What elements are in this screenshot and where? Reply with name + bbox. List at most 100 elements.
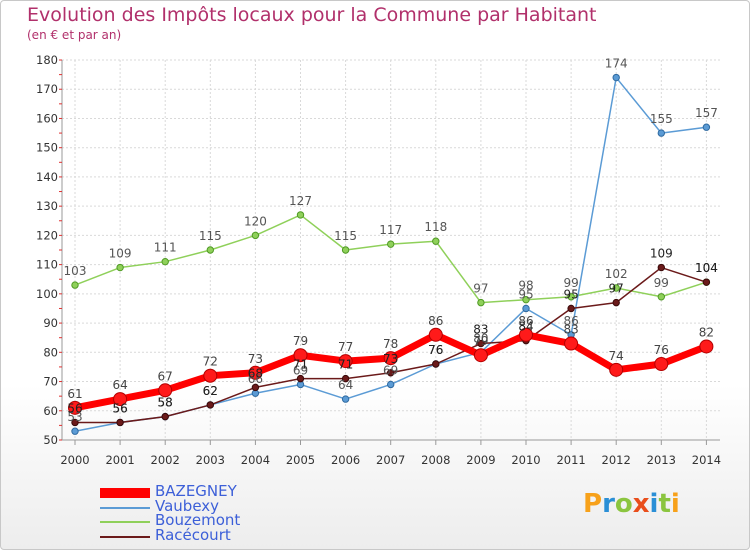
data-label: 95 [563, 287, 578, 301]
data-label: 74 [609, 349, 624, 363]
data-label: 72 [203, 355, 218, 369]
data-label: 76 [428, 343, 443, 357]
data-point [564, 336, 579, 351]
x-tick-label: 2003 [196, 453, 225, 467]
x-tick-label: 2012 [602, 453, 631, 467]
data-label: 58 [158, 396, 173, 410]
data-point [702, 278, 711, 286]
logo-letter: i [670, 489, 680, 519]
data-label: 127 [289, 194, 312, 208]
data-label: 58 [158, 396, 173, 410]
y-tick-label: 180 [36, 53, 58, 67]
data-point [341, 246, 350, 254]
data-label: 86 [428, 314, 443, 328]
logo-letter: i [649, 489, 659, 519]
data-label: 111 [154, 241, 177, 255]
x-tick-label: 2002 [151, 453, 180, 467]
chart-title: Evolution des Impôts locaux pour la Comm… [27, 4, 597, 26]
data-point [296, 211, 305, 219]
y-tick-label: 110 [36, 258, 58, 272]
data-point [113, 392, 128, 407]
data-label: 102 [605, 267, 628, 281]
y-tick-label: 70 [43, 375, 58, 389]
data-point [296, 374, 305, 383]
y-tick-label: 140 [36, 170, 58, 184]
data-label: 120 [244, 214, 267, 228]
legend-swatch [100, 488, 150, 498]
data-label: 109 [109, 247, 132, 261]
data-point [251, 231, 260, 240]
proxiti-logo: Proxiti [583, 489, 680, 519]
data-point [251, 383, 260, 392]
data-label: 83 [563, 323, 578, 337]
x-tick-label: 2009 [466, 453, 495, 467]
logo-letter: o [614, 489, 633, 519]
data-point [248, 365, 263, 380]
x-tick-label: 2014 [692, 453, 721, 467]
y-tick-label: 120 [36, 228, 58, 242]
data-point [612, 298, 620, 307]
data-point [383, 351, 398, 366]
data-label: 68 [248, 366, 263, 380]
data-label: 53 [67, 410, 82, 424]
data-label: 56 [112, 401, 127, 415]
data-point [293, 348, 308, 363]
data-point [699, 339, 714, 354]
data-point [654, 357, 669, 371]
data-point [519, 327, 533, 342]
data-point [567, 293, 575, 301]
data-label: 78 [383, 337, 398, 351]
data-label: 67 [158, 369, 173, 383]
data-label: 104 [695, 261, 718, 275]
data-label: 95 [518, 287, 533, 301]
data-label: 56 [112, 401, 127, 415]
data-point [341, 395, 350, 403]
data-point [71, 427, 79, 435]
data-label: 86 [518, 314, 533, 328]
chart-subtitle: (en € et par an) [27, 28, 122, 42]
data-point [338, 354, 353, 369]
data-label: 56 [67, 401, 82, 415]
data-label: 97 [473, 282, 488, 296]
data-point [657, 263, 665, 272]
data-point [116, 418, 124, 427]
y-tick-label: 90 [43, 316, 58, 330]
data-label: 104 [695, 261, 718, 275]
data-point [387, 369, 395, 377]
data-label: 71 [338, 358, 353, 372]
data-label: 97 [609, 282, 624, 296]
data-point [203, 368, 218, 383]
legend-label: Racécourt [155, 525, 231, 544]
legend-swatch [100, 521, 150, 523]
data-label: 64 [112, 378, 127, 392]
data-label: 73 [248, 352, 263, 366]
data-point [522, 295, 530, 304]
data-label: 79 [473, 334, 488, 348]
data-label: 79 [293, 334, 308, 348]
data-point [432, 360, 440, 368]
y-tick-label: 170 [36, 82, 58, 96]
data-point [432, 237, 440, 245]
y-tick-label: 100 [36, 287, 58, 301]
data-point [116, 263, 124, 272]
x-tick-label: 2005 [286, 453, 315, 467]
legend-label: Bouzemont [155, 511, 241, 529]
logo-letter: t [658, 489, 671, 519]
legend-label: BAZEGNEY [155, 482, 237, 500]
x-tick-label: 2007 [376, 453, 405, 467]
y-tick-label: 80 [43, 345, 58, 359]
y-tick-label: 50 [43, 433, 58, 447]
y-tick-label: 130 [36, 199, 58, 213]
x-tick-label: 2008 [421, 453, 450, 467]
data-point [206, 246, 215, 254]
data-label: 69 [383, 363, 398, 377]
logo-letter: r [602, 489, 615, 519]
data-point [477, 339, 485, 348]
x-tick-label: 2006 [331, 453, 360, 467]
data-label: 64 [338, 378, 353, 392]
data-label: 61 [67, 387, 82, 401]
data-point [387, 380, 395, 389]
data-label: 117 [379, 223, 402, 237]
data-point [609, 362, 624, 377]
